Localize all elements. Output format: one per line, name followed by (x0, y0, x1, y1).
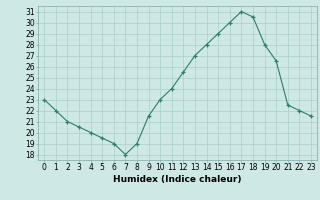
X-axis label: Humidex (Indice chaleur): Humidex (Indice chaleur) (113, 175, 242, 184)
